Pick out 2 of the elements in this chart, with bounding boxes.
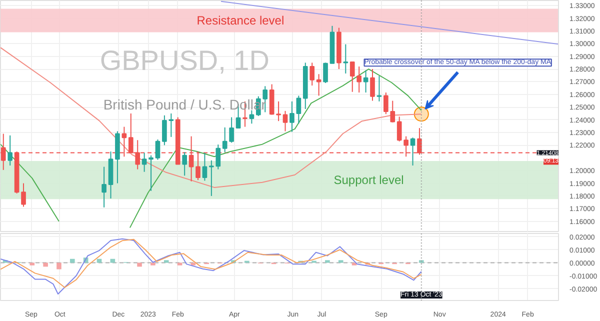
- band-label: Support level: [334, 173, 404, 188]
- band-label: Resistance level: [196, 13, 284, 28]
